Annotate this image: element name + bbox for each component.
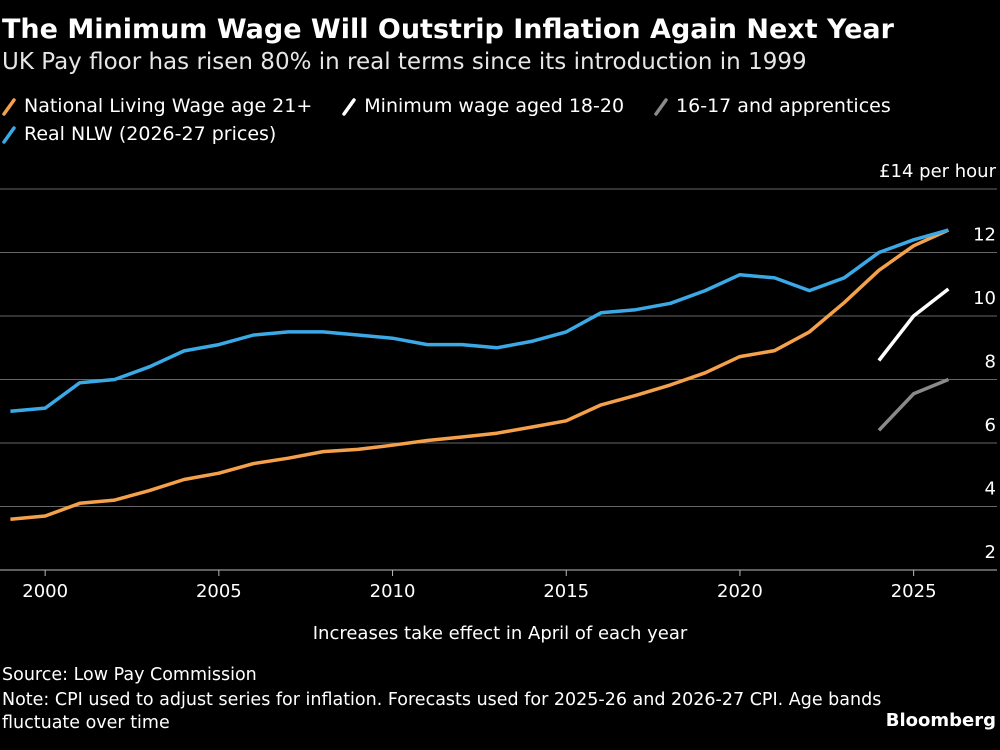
y-tick-label: £14 per hour	[879, 161, 997, 182]
chart-title: The Minimum Wage Will Outstrip Inflation…	[2, 14, 894, 45]
y-tick-label: 6	[985, 415, 996, 436]
x-tick-label: 2015	[543, 581, 589, 602]
source: Source: Low Pay Commission	[2, 665, 257, 685]
x-tick-label: 2010	[370, 581, 416, 602]
legend-icon	[654, 98, 668, 116]
legend-item: Minimum wage aged 18-20	[342, 94, 624, 118]
legend-icon	[342, 98, 357, 116]
x-tick-label: 2005	[196, 581, 242, 602]
series-line	[10, 228, 950, 521]
legend-swatch	[654, 98, 668, 116]
legend-label: National Living Wage age 21+	[24, 95, 313, 117]
y-tick-label: 2	[985, 542, 996, 563]
legend-label: 16-17 and apprentices	[676, 95, 891, 117]
y-tick-label: 8	[985, 352, 996, 373]
x-axis-label: Increases take effect in April of each y…	[313, 623, 688, 644]
legend: National Living Wage age 21+ Minimum wage…	[2, 94, 942, 146]
chart-subtitle: UK Pay floor has risen 80% in real terms…	[2, 49, 807, 75]
y-tick-label: 4	[985, 479, 996, 500]
x-tick-label: 2025	[891, 581, 937, 602]
brand: Bloomberg	[885, 710, 996, 731]
legend-label: Minimum wage aged 18-20	[364, 95, 625, 117]
legend-swatch	[342, 98, 357, 116]
note: Note: CPI used to adjust series for infl…	[2, 690, 882, 733]
legend-label: Real NLW (2026-27 prices)	[24, 123, 277, 145]
series-line	[877, 377, 950, 432]
legend-item: Real NLW (2026-27 prices)	[2, 122, 276, 146]
x-tick-label: 2000	[22, 581, 68, 602]
legend-swatch	[2, 126, 16, 144]
legend-icon	[2, 98, 16, 116]
legend-icon	[2, 126, 16, 144]
x-tick-label: 2020	[717, 581, 763, 602]
legend-item: National Living Wage age 21+	[2, 94, 312, 118]
legend-item: 16-17 and apprentices	[654, 94, 891, 118]
series-line	[877, 287, 950, 362]
series-line	[10, 228, 949, 414]
y-tick-label: 12	[973, 225, 996, 246]
y-tick-label: 10	[973, 288, 996, 309]
legend-swatch	[2, 98, 16, 116]
